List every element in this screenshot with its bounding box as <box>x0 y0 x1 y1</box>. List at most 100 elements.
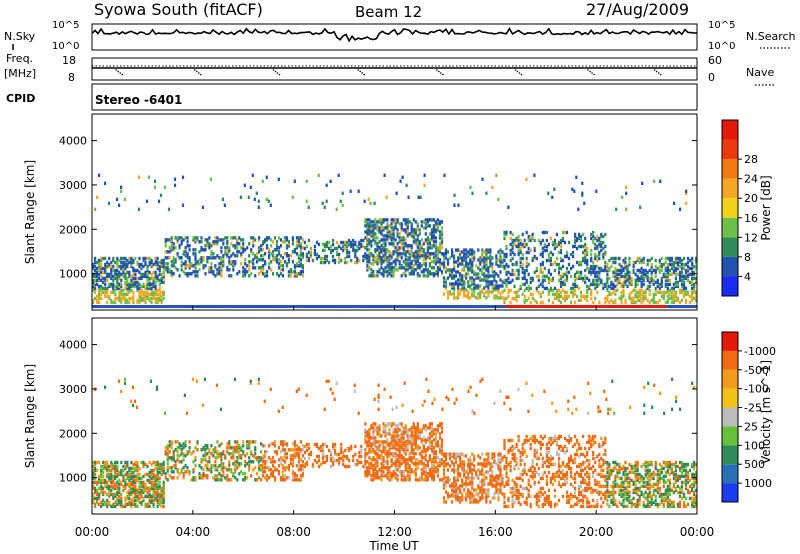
echo-cell <box>258 236 261 240</box>
echo-cell <box>382 242 385 246</box>
echo-cell <box>295 262 298 266</box>
echo-cell <box>539 294 542 299</box>
echo-cell <box>160 462 163 467</box>
echo-cell <box>279 305 282 308</box>
echo-cell <box>412 240 415 244</box>
echo-cell <box>557 296 561 301</box>
freq-tick-high: 18 <box>62 54 76 67</box>
echo-cell <box>541 254 544 259</box>
echo-cell <box>594 252 597 257</box>
echo-cell <box>408 428 411 432</box>
echo-cell <box>262 258 265 262</box>
echo-cell <box>329 179 332 183</box>
echo-cell <box>297 240 300 244</box>
echo-cell <box>380 474 383 478</box>
echo-cell <box>549 256 552 261</box>
echo-cell <box>475 272 478 276</box>
echo-cell <box>436 266 439 270</box>
echo-cell <box>640 276 643 281</box>
echo-cell <box>346 244 349 249</box>
echo-cell <box>156 486 159 491</box>
echo-cell <box>430 246 433 250</box>
echo-cell <box>416 250 419 254</box>
echo-cell <box>228 464 231 468</box>
echo-cell <box>410 234 413 238</box>
echo-cell <box>142 480 145 485</box>
echo-cell <box>693 288 696 293</box>
echo-cell <box>406 442 409 446</box>
echo-cell <box>96 488 99 493</box>
echo-cell <box>186 470 189 474</box>
echo-cell <box>572 244 575 249</box>
echo-cell <box>268 476 271 480</box>
echo-cell <box>471 252 474 256</box>
echo-cell <box>293 472 296 476</box>
echo-cell <box>182 466 185 470</box>
echo-cell <box>422 268 425 272</box>
echo-cell <box>688 305 692 308</box>
echo-cell <box>116 296 119 301</box>
echo-cell <box>616 278 619 283</box>
echo-cell <box>370 444 373 448</box>
echo-cell <box>479 278 482 282</box>
echo-cell <box>136 472 139 477</box>
echo-cell <box>507 264 510 269</box>
echo-cell <box>136 284 139 289</box>
echo-cell <box>622 274 625 279</box>
echo-cell <box>521 292 524 297</box>
echo-cell <box>636 278 639 283</box>
echo-cell <box>150 286 153 291</box>
echo-cell <box>342 244 345 249</box>
echo-cell <box>116 256 119 261</box>
echo-cell <box>228 262 231 266</box>
echo-cell <box>543 230 546 235</box>
echo-cell <box>584 296 587 301</box>
echo-cell <box>172 248 175 252</box>
echo-cell <box>406 434 409 438</box>
echo-cell <box>523 238 526 243</box>
echo-cell <box>116 305 119 308</box>
echo-cell <box>360 305 363 308</box>
echo-cell <box>258 466 261 470</box>
echo-cell <box>620 296 623 301</box>
echo-cell <box>186 264 189 268</box>
echo-cell <box>154 280 157 285</box>
echo-cell <box>112 274 115 279</box>
echo-cell <box>440 246 444 250</box>
freq-label: Freq. <box>6 52 33 65</box>
echo-cell <box>168 246 171 250</box>
echo-cell <box>232 446 235 450</box>
echo-cell <box>547 258 550 263</box>
echo-cell <box>368 450 371 454</box>
echo-cell <box>505 282 508 287</box>
echo-cell <box>299 246 302 250</box>
echo-cell <box>142 284 145 289</box>
echo-cell <box>414 230 417 234</box>
echo-cell <box>624 300 627 305</box>
echo-cell <box>442 280 446 284</box>
echo-cell <box>404 250 407 254</box>
echo-cell <box>338 256 341 261</box>
echo-cell <box>352 458 355 463</box>
echo-cell <box>382 246 385 250</box>
echo-cell <box>465 294 468 298</box>
echo-cell <box>378 252 381 256</box>
echo-cell <box>503 252 506 257</box>
echo-cell <box>364 230 367 234</box>
echo-cell <box>604 282 607 287</box>
echo-cell <box>525 230 528 235</box>
echo-cell <box>453 292 456 296</box>
echo-cell <box>485 254 488 258</box>
echo-cell <box>495 173 498 177</box>
echo-cell <box>100 296 103 301</box>
echo-cell <box>134 478 137 483</box>
echo-cell <box>586 262 589 267</box>
echo-cell <box>244 272 247 276</box>
echo-cell <box>338 460 341 465</box>
echo-cell <box>666 300 669 305</box>
echo-cell <box>398 462 401 466</box>
echo-cell <box>674 266 677 271</box>
echo-cell <box>612 282 615 287</box>
echo-cell <box>248 264 251 268</box>
echo-cell <box>370 244 373 248</box>
